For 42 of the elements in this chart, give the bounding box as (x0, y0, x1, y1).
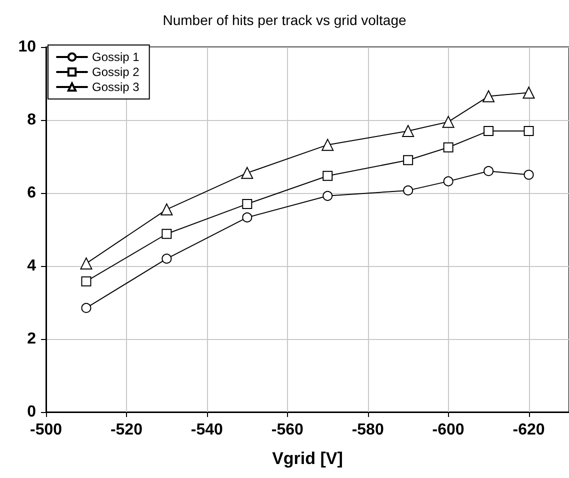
legend-label: Gossip 2 (92, 65, 140, 79)
legend-label: Gossip 1 (92, 50, 140, 64)
x-tick-label: -500 (30, 422, 62, 438)
x-tick-label: -620 (512, 422, 545, 438)
y-tick-label: 4 (27, 258, 36, 274)
point (242, 212, 252, 222)
point (241, 166, 254, 179)
y-tick-label: 2 (27, 330, 36, 348)
point (322, 138, 334, 151)
point (322, 190, 333, 201)
point (524, 170, 534, 180)
point (482, 90, 495, 102)
legend-label: Gossip 3 (92, 80, 140, 94)
y-tick-label: 0 (27, 404, 36, 420)
x-tick-label: -560 (271, 422, 304, 438)
x-tick-label: -580 (352, 422, 384, 438)
point (81, 302, 92, 313)
point (242, 198, 252, 209)
point (484, 166, 494, 176)
x-tick-label: -600 (432, 422, 464, 438)
x-tick-label: -520 (110, 422, 143, 438)
point (162, 228, 172, 239)
point (403, 155, 414, 166)
point (403, 185, 414, 196)
point (522, 86, 535, 99)
point (524, 126, 534, 136)
point (160, 203, 173, 216)
point (443, 176, 454, 186)
point (442, 116, 454, 128)
point (162, 254, 172, 264)
point (80, 257, 92, 270)
point (322, 170, 333, 181)
point (402, 124, 414, 137)
chart-title: Number of hits per track vs grid voltage (162, 12, 406, 28)
point (81, 276, 92, 286)
y-tick-label: 8 (27, 112, 36, 128)
y-tick-label: 10 (18, 38, 36, 56)
x-axis-title: Vgrid [V] (272, 449, 343, 468)
x-tick-label: -540 (190, 422, 224, 438)
point (443, 142, 454, 152)
y-tick-label: 6 (27, 184, 36, 202)
point (484, 126, 494, 136)
